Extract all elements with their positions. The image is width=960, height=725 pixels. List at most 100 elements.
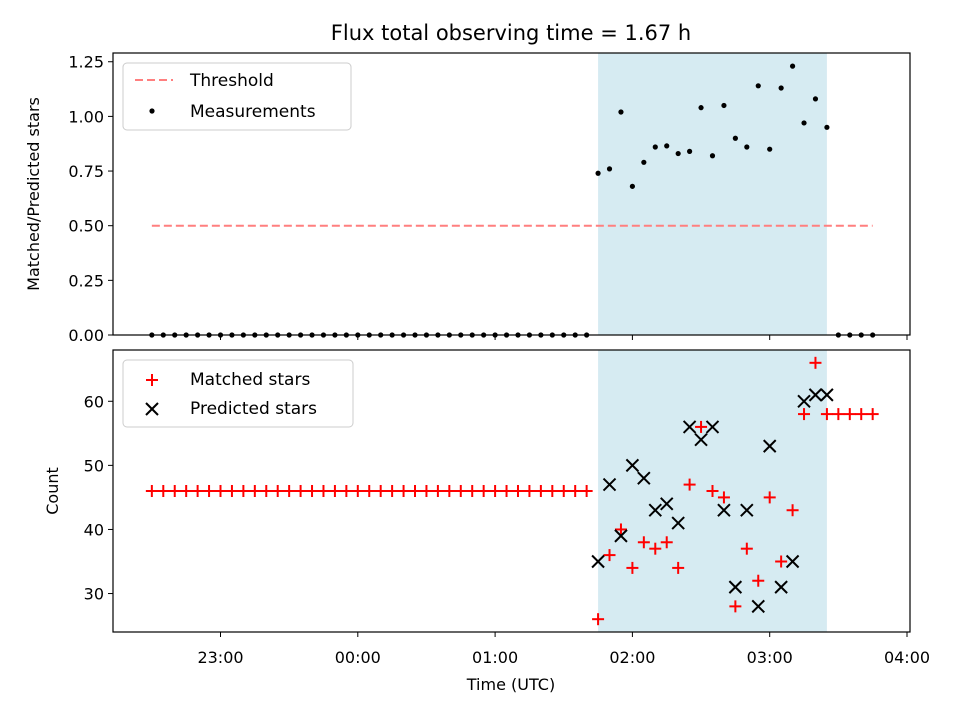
matched-star-point: [580, 485, 593, 497]
matched-star-point: [763, 491, 776, 504]
matched-star-point: [752, 574, 765, 587]
top-y-tick-label: 0.50: [68, 217, 104, 236]
top-panel: 0.00 0.25 0.50 0.75 1.00 1.25 Matched/Predict…: [24, 52, 911, 345]
measurement-point: [698, 105, 704, 111]
measurement-point: [824, 124, 830, 130]
matched-star-point: [637, 536, 650, 549]
matched-star-point: [866, 408, 879, 421]
matched-star-point: [454, 485, 467, 497]
matched-star-point: [340, 485, 353, 497]
top-y-tick-label: 0.75: [68, 162, 104, 181]
matched-star-point: [466, 485, 479, 497]
matched-star-point: [386, 485, 399, 497]
predicted-star-point: [660, 497, 674, 511]
matched-star-point: [294, 485, 307, 497]
matched-star-point: [317, 485, 330, 497]
predicted-star-point: [637, 471, 651, 485]
matched-star-point: [203, 485, 216, 497]
predicted-star-point: [694, 433, 708, 447]
matched-star-point: [843, 408, 856, 421]
matched-star-point: [820, 408, 833, 421]
top-legend-box: [122, 62, 352, 131]
measurement-point: [767, 146, 773, 152]
legend-predicted-label: Predicted stars: [190, 399, 317, 419]
predicted-star-point: [820, 388, 834, 402]
legend-matched-label: Matched stars: [190, 370, 310, 390]
matched-star-point: [363, 485, 376, 497]
bottom-legend-box: [122, 359, 354, 428]
measurement-point: [732, 135, 738, 141]
matched-star-point: [729, 600, 742, 613]
matched-star-point: [306, 485, 319, 497]
matched-star-point: [420, 485, 433, 497]
matched-star-point: [409, 485, 422, 497]
measurement-point: [675, 150, 681, 157]
matched-star-point: [706, 485, 719, 497]
top-shaded-span: [598, 53, 827, 335]
top-y-tick-label: 1.25: [68, 53, 104, 72]
matched-star-point: [168, 485, 181, 497]
measurement-point: [629, 183, 636, 189]
matched-star-point: [180, 485, 193, 497]
bottom-x-tick-label: 23:00: [197, 648, 243, 667]
predicted-star-point: [728, 580, 743, 594]
matched-star-point: [397, 485, 410, 497]
matched-star-point: [569, 485, 582, 497]
predicted-star-point: [740, 503, 754, 517]
matched-star-point: [157, 485, 170, 497]
legend-measurements-label: Measurements: [190, 102, 316, 122]
legend-measurements-swatch: [149, 108, 155, 114]
matched-star-point: [145, 485, 158, 497]
predicted-star-point: [785, 554, 800, 569]
chart-title: Flux total observing time = 1.67 h: [331, 21, 691, 45]
legend-matched-swatch: [146, 374, 158, 386]
matched-star-point: [786, 504, 799, 517]
measurement-point: [664, 143, 670, 149]
matched-star-point: [546, 485, 559, 497]
measurement-point: [652, 144, 658, 150]
matched-star-point: [683, 478, 696, 491]
matched-star-point: [283, 485, 296, 497]
matched-star-point: [740, 542, 753, 555]
matched-star-point: [374, 485, 387, 497]
predicted-star-point: [717, 503, 731, 517]
matched-star-point: [557, 485, 570, 497]
bottom-x-tick-label: 00:00: [335, 648, 381, 667]
matched-star-point: [832, 408, 845, 421]
measurement-point: [744, 144, 750, 150]
predicted-star-point: [705, 420, 720, 434]
matched-star-point: [214, 485, 227, 497]
bottom-panel: 30 40 50 60 23:00 00:00 01:00 02:00 03:00 04:00 C…: [43, 349, 930, 694]
top-y-axis-label: Matched/Predicted stars: [24, 97, 43, 291]
matched-star-point: [809, 356, 822, 369]
top-y-tick-label: 0.00: [68, 326, 104, 345]
measurement-point: [709, 153, 716, 159]
predicted-star-point: [808, 388, 823, 402]
measurement-point: [618, 109, 624, 115]
bottom-x-tick-label: 02:00: [609, 648, 655, 667]
matched-star-point: [248, 485, 261, 497]
measurement-point: [606, 166, 613, 172]
matched-star-point: [534, 485, 547, 497]
predicted-star-point: [762, 439, 777, 453]
top-y-tick-label: 0.25: [68, 271, 104, 290]
predicted-star-point: [625, 458, 640, 473]
bottom-legend: Matched stars Predicted stars: [122, 359, 354, 428]
matched-star-point: [672, 561, 685, 574]
matched-star-point: [431, 485, 444, 497]
matched-star-point: [328, 485, 341, 497]
matched-star-point: [717, 491, 730, 504]
measurement-point: [641, 159, 647, 165]
bottom-y-axis-label: Count: [43, 467, 62, 515]
bottom-x-tick-label: 03:00: [747, 648, 793, 667]
matched-star-point: [855, 408, 868, 421]
legend-threshold-label: Threshold: [189, 71, 274, 91]
predicted-star-point: [648, 503, 662, 517]
measurement-point: [595, 170, 601, 176]
matched-star-point: [592, 613, 605, 626]
measurement-point: [687, 148, 693, 154]
matched-star-point: [614, 523, 627, 536]
measurement-point: [755, 83, 761, 89]
matched-star-point: [351, 485, 364, 497]
